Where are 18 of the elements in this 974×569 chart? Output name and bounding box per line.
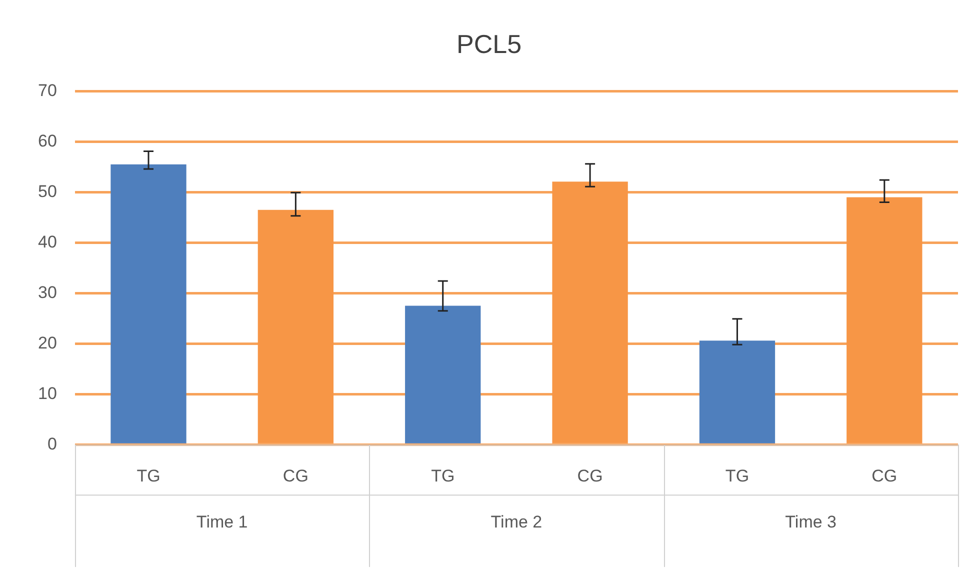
y-tick-label: 60 — [38, 131, 57, 150]
x-tick-label: TG — [136, 466, 160, 486]
y-tick-label: 30 — [38, 282, 57, 302]
y-tick-label: 50 — [38, 182, 57, 201]
y-tick-label: 10 — [38, 384, 57, 403]
x-tick-label: CG — [282, 466, 308, 486]
text: Time 1 — [196, 512, 248, 532]
chart-title: PCL5 — [456, 28, 522, 59]
text: Time 2 — [490, 512, 542, 532]
y-tick-label: 40 — [38, 232, 57, 252]
x-tick-label: TG — [725, 466, 750, 486]
y-tick-label: 70 — [38, 80, 57, 100]
x-tick-label: CG — [872, 466, 898, 486]
y-tick-label: 0 — [47, 434, 57, 454]
x-tick-label: CG — [577, 466, 603, 486]
text: Time 3 — [785, 512, 836, 532]
y-tick-label: 20 — [38, 333, 57, 352]
x-tick-label: TG — [431, 466, 455, 486]
